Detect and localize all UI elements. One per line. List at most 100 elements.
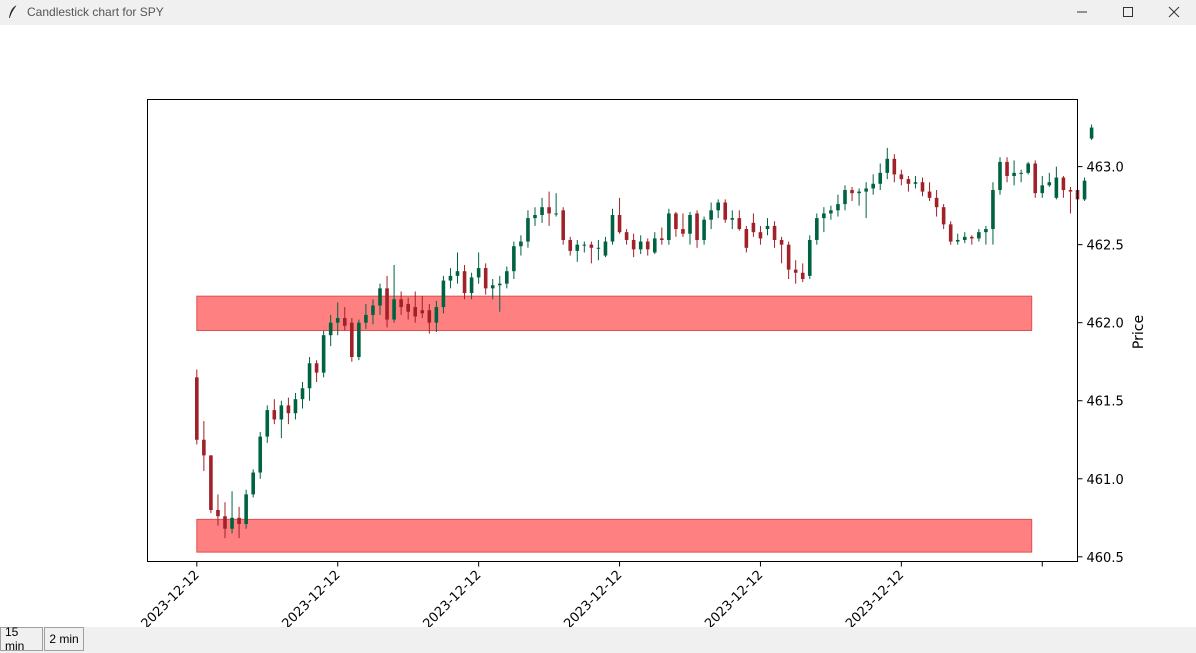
- candle-body-108: [955, 239, 960, 242]
- candle-body-20: [335, 318, 340, 323]
- candle-body-22: [350, 322, 354, 358]
- candle-body-98: [885, 158, 890, 173]
- candle-body-41: [483, 268, 488, 289]
- candle-body-82: [772, 225, 777, 240]
- candle-body-111: [977, 232, 981, 239]
- candle-body-38: [462, 271, 467, 294]
- candle-body-63: [638, 241, 643, 250]
- candle-body-50: [547, 207, 551, 214]
- close-icon: [1168, 6, 1180, 18]
- candle-body-16: [307, 363, 312, 389]
- candle-body-0: [195, 377, 199, 440]
- candle-body-62: [631, 239, 636, 250]
- candle-body-55: [582, 244, 587, 246]
- candle-body-99: [892, 158, 897, 175]
- candle-body-6: [237, 517, 241, 525]
- candle-body-44: [505, 271, 509, 284]
- candle-body-4: [223, 516, 227, 529]
- candle-body-123: [1061, 177, 1066, 191]
- candle-body-80: [758, 232, 763, 239]
- candle-body-7: [244, 494, 248, 525]
- x-tick-label-3: 2023-12-12: [561, 568, 625, 627]
- candle-body-88: [815, 218, 819, 240]
- candle-body-121: [1047, 182, 1052, 186]
- close-button[interactable]: [1151, 0, 1196, 25]
- minimize-button[interactable]: [1059, 0, 1105, 25]
- candle-body-72: [702, 219, 706, 240]
- candle-body-81: [765, 225, 770, 230]
- candle-body-27: [385, 288, 389, 320]
- candle-body-102: [913, 182, 918, 184]
- candle-body-94: [857, 191, 861, 194]
- timeframe-2min-button[interactable]: 2 min: [44, 627, 84, 651]
- candle-body-65: [652, 238, 657, 253]
- candle-body-103: [920, 182, 925, 192]
- candle-body-48: [533, 215, 537, 219]
- candle-body-93: [850, 190, 854, 194]
- candle-body-85: [793, 269, 798, 273]
- candle-body-8: [251, 472, 255, 495]
- x-tick-label-2: 2023-12-12: [420, 568, 484, 627]
- candle-body-34: [434, 307, 439, 323]
- candle-body-66: [660, 238, 664, 240]
- candle-body-9: [258, 436, 263, 473]
- candle-body-73: [709, 210, 713, 220]
- candle-body-53: [568, 239, 573, 251]
- y-tick-label-2: 461.5: [1087, 395, 1124, 410]
- candle-body-112: [984, 229, 988, 233]
- y-axis-label: Price: [1131, 315, 1147, 349]
- candle-body-70: [688, 215, 692, 234]
- candle-body-31: [413, 307, 418, 317]
- candle-body-64: [645, 241, 650, 250]
- candle-body-40: [476, 268, 481, 278]
- candle-body-19: [328, 322, 333, 336]
- candle-body-109: [962, 236, 967, 240]
- zones-layer: [196, 295, 1033, 553]
- candle-body-52: [561, 210, 565, 240]
- chart-area: 460.5 461.0 461.5 462.0 462.5 463.0 2023-12-1…: [0, 25, 1196, 627]
- candle-body-75: [723, 202, 728, 220]
- candle-body-97: [878, 172, 883, 184]
- candle-body-35: [441, 280, 446, 308]
- candle-body-84: [786, 244, 791, 270]
- candle-body-77: [737, 218, 742, 230]
- candle-body-28: [392, 299, 396, 320]
- candle-body-107: [948, 224, 953, 242]
- y-tick-label-0: 460.5: [1087, 551, 1124, 566]
- candle-body-10: [265, 410, 270, 437]
- candle-body-71: [695, 213, 699, 240]
- candle-body-32: [420, 310, 425, 314]
- candle-body-87: [807, 239, 812, 276]
- candle-body-83: [779, 239, 784, 245]
- timeframe-15min-button[interactable]: 15 min: [0, 625, 43, 653]
- candle-body-95: [864, 188, 868, 192]
- candle-body-39: [469, 277, 474, 294]
- x-tick-label-1: 2023-12-12: [280, 568, 344, 627]
- candle-body-90: [829, 210, 833, 214]
- candle-body-60: [617, 215, 622, 233]
- candle-body-1: [202, 439, 206, 456]
- candle-body-5: [230, 517, 234, 529]
- candle-body-58: [603, 241, 608, 256]
- candle-body-47: [526, 218, 530, 242]
- candle-body-101: [906, 179, 911, 184]
- y-axis: 460.5 461.0 461.5 462.0 462.5 463.0: [1077, 161, 1124, 566]
- candle-body-12: [279, 405, 284, 420]
- candle-body-37: [455, 271, 460, 276]
- candle-body-78: [744, 229, 749, 248]
- candle-body-68: [674, 213, 678, 230]
- candle-body-54: [575, 244, 580, 251]
- title-bar: Candlestick chart for SPY: [0, 0, 1196, 25]
- candle-body-91: [836, 204, 840, 211]
- candle-body-117: [1019, 172, 1023, 174]
- candle-body-86: [800, 272, 805, 279]
- maximize-button[interactable]: [1105, 0, 1151, 25]
- candle-body-36: [448, 275, 453, 281]
- candle-body-96: [871, 183, 875, 189]
- y-tick-label-3: 462.0: [1087, 317, 1124, 332]
- candle-body-126: [1082, 180, 1087, 200]
- candle-body-18: [321, 335, 326, 373]
- candle-body-120: [1040, 185, 1045, 194]
- candle-body-46: [519, 241, 523, 247]
- candle-body-51: [554, 213, 558, 215]
